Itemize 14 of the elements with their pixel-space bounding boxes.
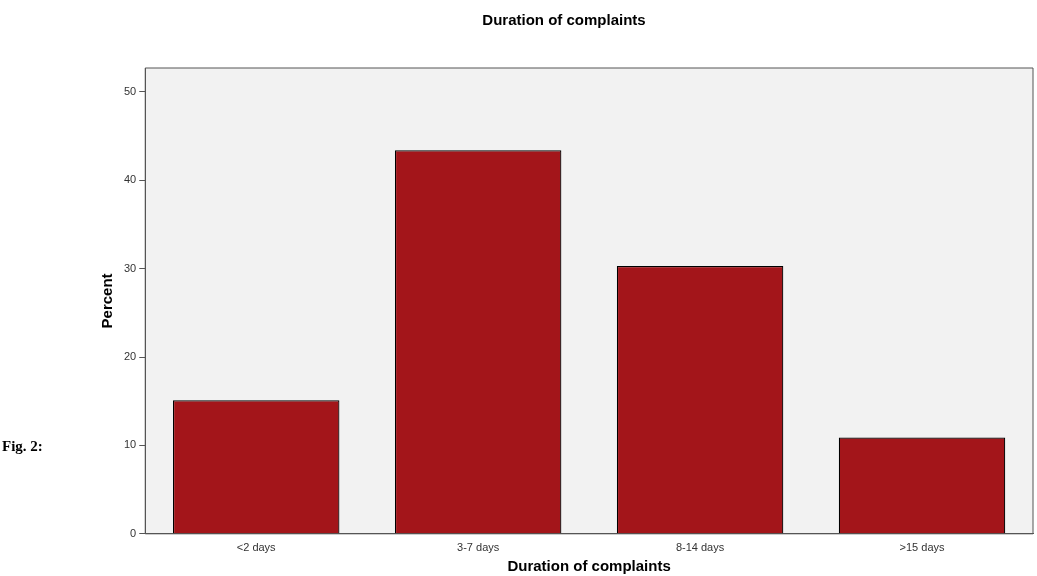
x-tick-label: 8-14 days xyxy=(675,541,725,554)
y-tick-label: 50 xyxy=(123,84,137,97)
y-tick-label: 40 xyxy=(123,173,137,186)
y-tick-label: 20 xyxy=(123,350,137,363)
y-tick-label: 0 xyxy=(130,526,137,539)
chart-title: Duration of complaints xyxy=(482,11,646,29)
x-axis-title: Duration of complaints xyxy=(507,557,671,575)
y-axis-title: Percent xyxy=(98,273,116,329)
x-tick-label: <2 days xyxy=(236,541,277,554)
caption: Fig. 2: xyxy=(2,437,43,454)
y-tick-label: 10 xyxy=(123,438,137,451)
x-tick-label: 3-7 days xyxy=(457,541,500,554)
x-tick-label: >15 days xyxy=(899,541,945,554)
y-tick-label: 30 xyxy=(123,261,137,274)
